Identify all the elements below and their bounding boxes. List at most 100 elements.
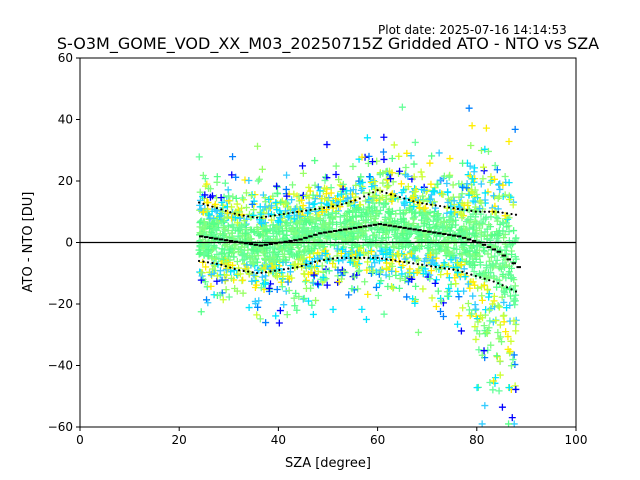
data-point bbox=[491, 161, 499, 169]
data-point bbox=[392, 232, 400, 240]
data-point bbox=[227, 203, 235, 211]
data-point bbox=[499, 259, 507, 267]
data-point bbox=[480, 215, 488, 223]
data-point bbox=[321, 212, 329, 220]
data-point bbox=[504, 333, 512, 341]
data-point bbox=[455, 204, 463, 212]
lower-percentile-dot bbox=[273, 269, 277, 272]
data-point bbox=[445, 227, 453, 235]
data-point bbox=[494, 329, 502, 337]
upper-percentile-dot bbox=[465, 209, 468, 212]
data-point bbox=[455, 312, 463, 320]
data-point bbox=[467, 213, 475, 221]
data-point bbox=[499, 312, 507, 320]
y-axis-label: ATO - NTO [DU] bbox=[21, 192, 36, 293]
lower-percentile-dot bbox=[269, 270, 272, 273]
data-point bbox=[256, 208, 264, 216]
data-point bbox=[431, 230, 439, 238]
data-point bbox=[352, 250, 360, 258]
data-point bbox=[254, 303, 262, 311]
x-axis: 0 20 40 60 80 100 bbox=[76, 427, 587, 447]
data-point bbox=[318, 208, 326, 216]
data-point bbox=[440, 259, 448, 267]
data-point bbox=[469, 292, 477, 300]
data-point bbox=[311, 157, 319, 165]
data-point bbox=[457, 257, 465, 265]
data-point bbox=[288, 196, 296, 204]
data-point bbox=[362, 315, 370, 323]
data-point bbox=[413, 230, 421, 238]
data-point bbox=[406, 268, 414, 276]
data-point bbox=[290, 294, 298, 302]
lower-percentile-dot bbox=[501, 284, 504, 287]
data-point bbox=[399, 230, 407, 238]
lower-percentile-dot bbox=[434, 265, 437, 268]
data-point bbox=[385, 273, 393, 281]
data-point bbox=[311, 223, 319, 231]
data-point bbox=[511, 301, 519, 309]
data-point bbox=[273, 223, 281, 231]
data-point bbox=[360, 205, 368, 213]
lower-percentile-dot bbox=[206, 261, 210, 264]
data-point bbox=[212, 244, 220, 252]
data-point bbox=[269, 221, 277, 229]
lower-percentile-dot bbox=[514, 290, 518, 293]
data-point bbox=[491, 252, 499, 260]
data-point bbox=[369, 268, 377, 276]
data-point bbox=[352, 261, 360, 269]
data-point bbox=[445, 285, 453, 293]
lower-percentile-dot bbox=[465, 272, 468, 275]
upper-percentile-dot bbox=[416, 201, 419, 204]
data-point bbox=[509, 201, 517, 209]
data-point bbox=[364, 160, 372, 168]
data-point bbox=[402, 235, 410, 243]
data-point bbox=[505, 268, 513, 276]
data-point bbox=[472, 203, 480, 211]
data-point bbox=[494, 237, 502, 245]
data-point bbox=[463, 225, 471, 233]
data-point bbox=[253, 311, 261, 319]
upper-percentile-dot bbox=[497, 210, 500, 214]
upper-percentile-dot bbox=[278, 213, 281, 216]
data-point bbox=[436, 245, 444, 253]
data-point bbox=[383, 259, 391, 267]
data-point bbox=[274, 228, 282, 236]
upper-percentile-dot bbox=[238, 213, 241, 217]
data-point bbox=[511, 282, 519, 290]
data-point bbox=[340, 267, 348, 275]
data-point bbox=[206, 214, 214, 222]
y-tick-label: 20 bbox=[58, 174, 73, 188]
data-point bbox=[258, 273, 266, 281]
data-point bbox=[245, 176, 253, 184]
data-point bbox=[305, 204, 313, 212]
data-point bbox=[239, 256, 247, 264]
data-point bbox=[483, 264, 491, 272]
data-point bbox=[284, 278, 292, 286]
data-point bbox=[435, 149, 443, 157]
data-point bbox=[195, 153, 203, 161]
data-point bbox=[487, 305, 495, 313]
data-point bbox=[216, 291, 224, 299]
data-point bbox=[364, 258, 372, 266]
data-point bbox=[258, 220, 266, 228]
data-point bbox=[245, 304, 253, 312]
data-point bbox=[439, 214, 447, 222]
lower-percentile-dot bbox=[278, 268, 281, 272]
data-point bbox=[245, 210, 253, 218]
upper-percentile-dot bbox=[229, 211, 232, 214]
data-point bbox=[426, 209, 434, 217]
upper-percentile-dot bbox=[367, 193, 370, 196]
data-point bbox=[398, 270, 406, 278]
data-point bbox=[371, 192, 379, 200]
data-point bbox=[268, 216, 276, 224]
data-point bbox=[221, 214, 229, 222]
data-point bbox=[252, 300, 260, 308]
data-point bbox=[282, 199, 290, 207]
upper-percentile-dot bbox=[340, 203, 343, 206]
data-point bbox=[326, 234, 334, 242]
data-point bbox=[484, 147, 492, 155]
data-point bbox=[473, 242, 481, 250]
data-point bbox=[200, 218, 208, 226]
upper-percentile-dot bbox=[354, 199, 357, 202]
data-point bbox=[510, 317, 518, 325]
